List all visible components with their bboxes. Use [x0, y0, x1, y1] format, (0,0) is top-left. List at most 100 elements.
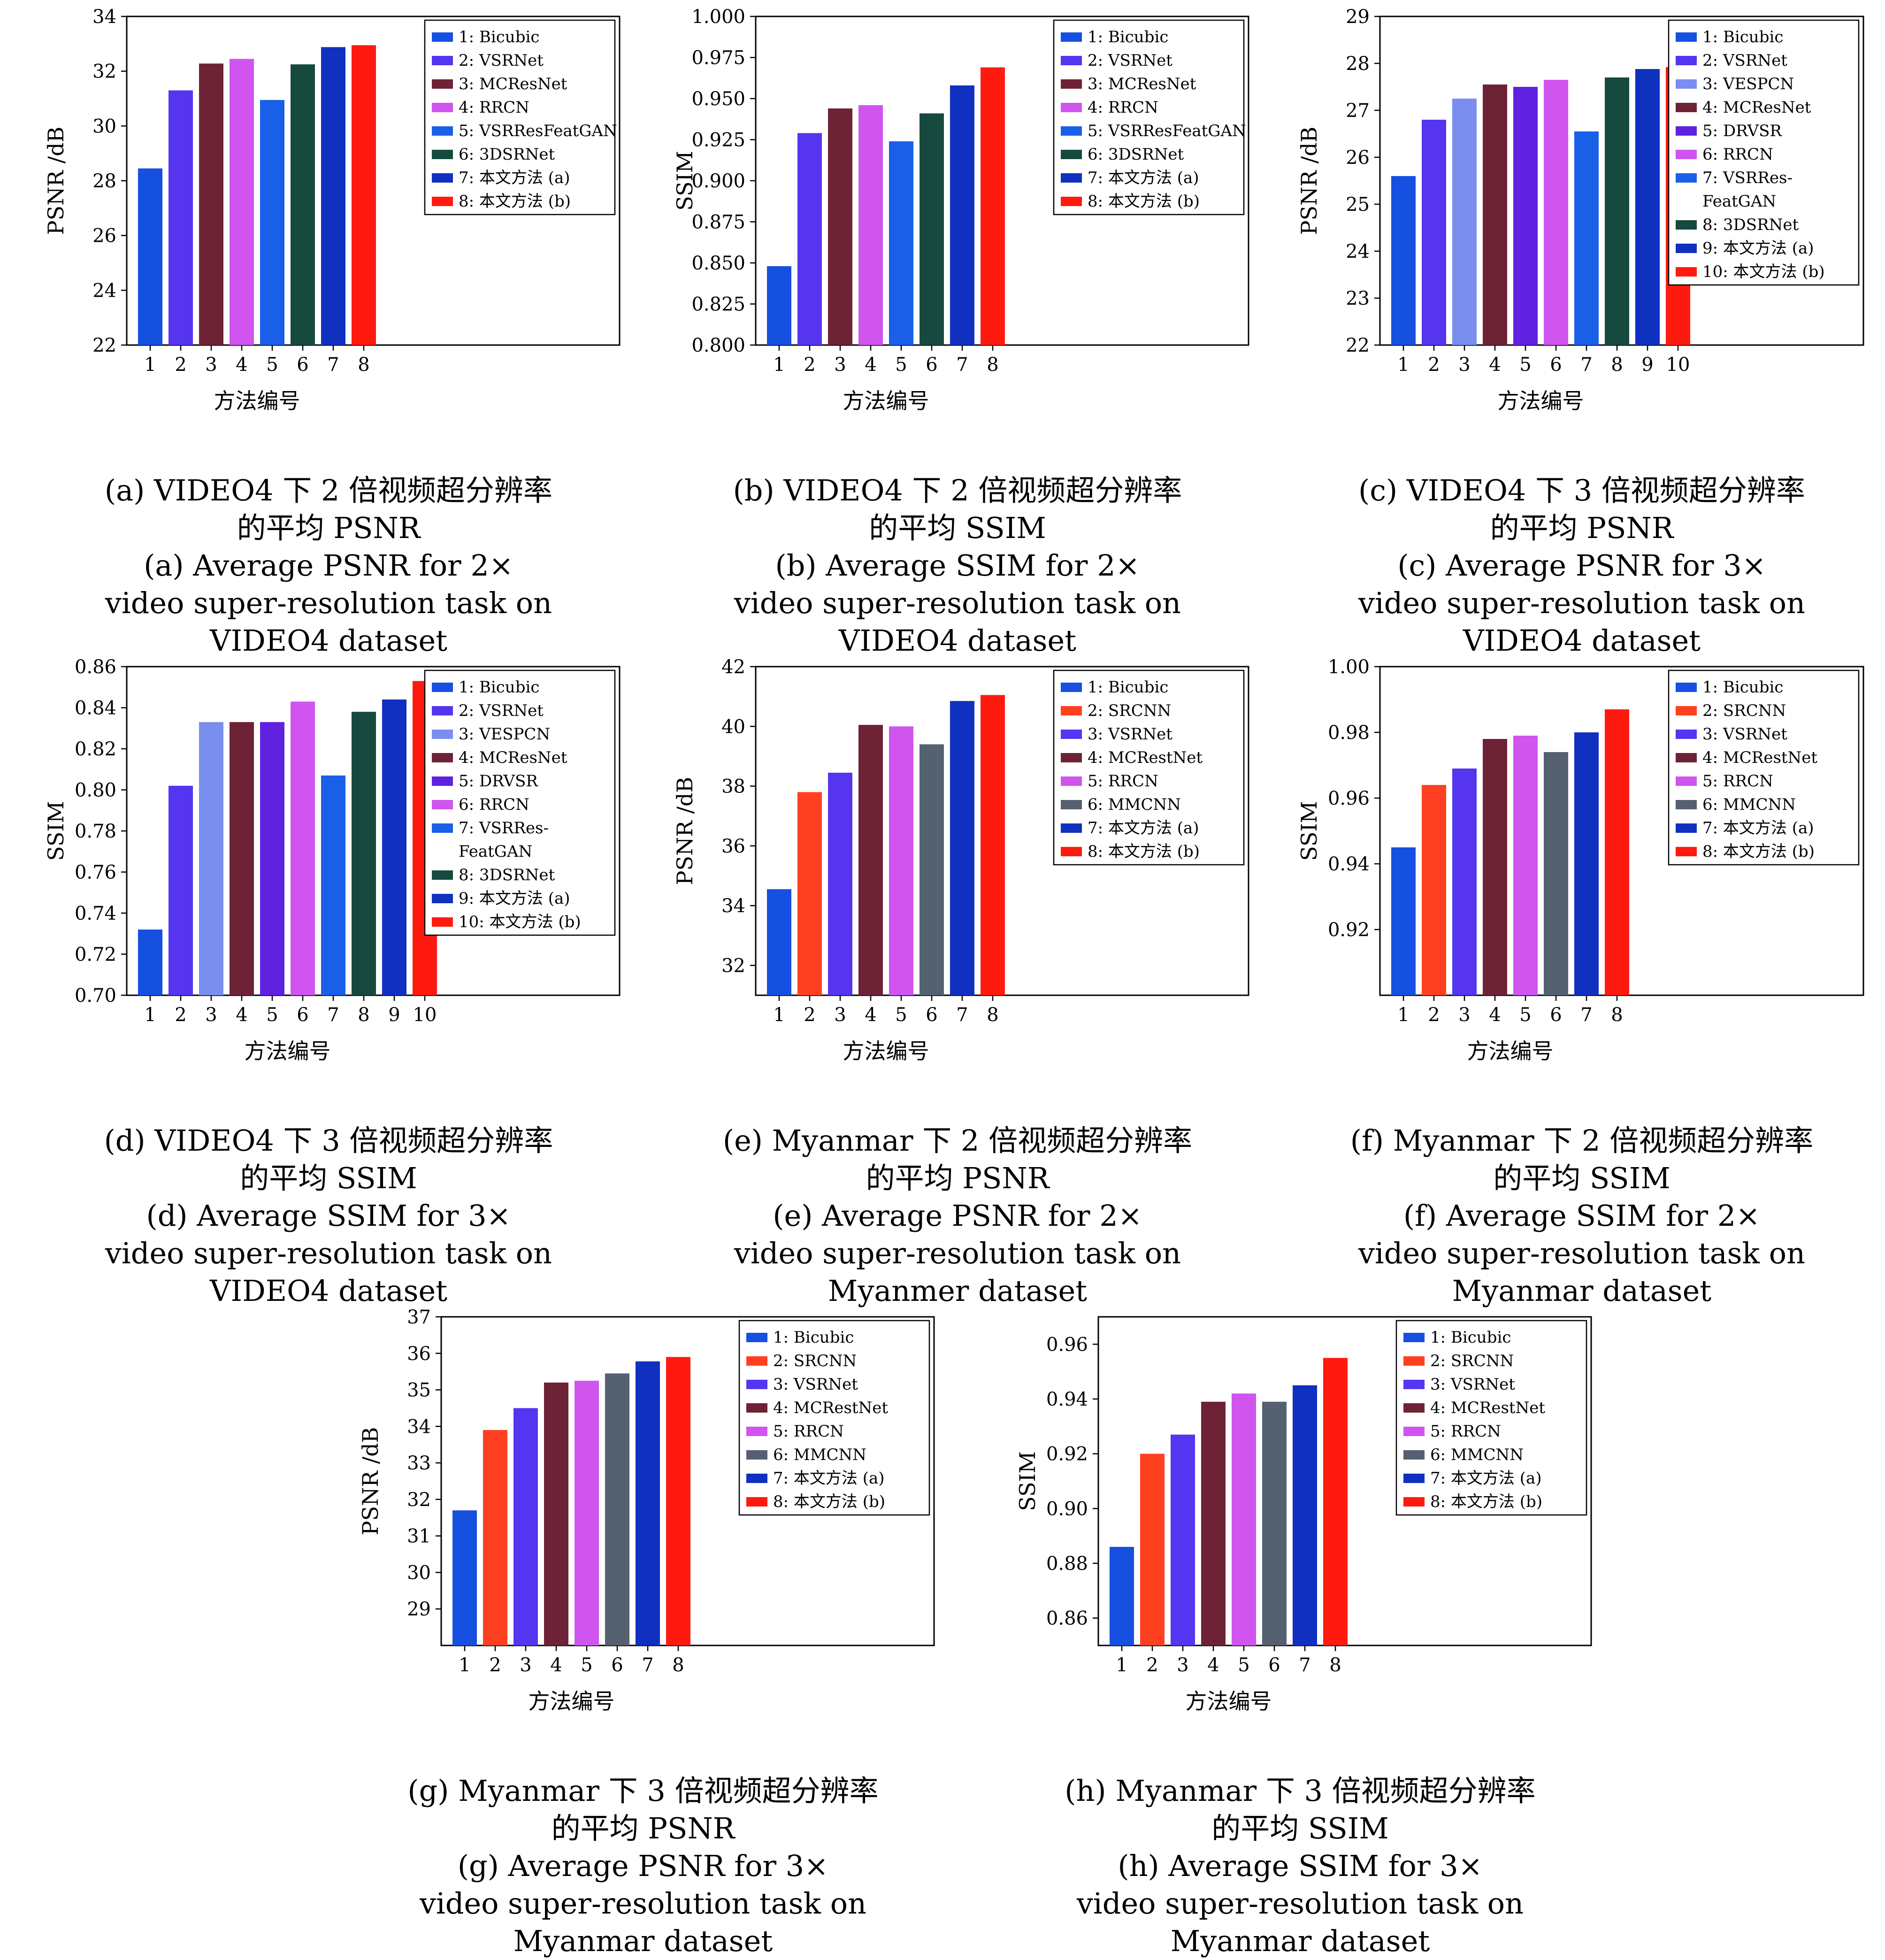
- x-axis-label: 方法编号: [1186, 1689, 1272, 1714]
- x-tick-label: 6: [926, 1004, 937, 1026]
- bar-1: [138, 168, 162, 345]
- bar-2: [1140, 1453, 1165, 1645]
- y-axis-label: PSNR /dB: [672, 777, 697, 885]
- legend-swatch: [1403, 1380, 1425, 1389]
- chart-panel-d: 0.70 0.72 0.74 0.76 0.78 0.80 0.82 0.84 0.86 1 2 3 4…: [19, 650, 638, 1308]
- x-tick-label: 2: [1146, 1654, 1158, 1676]
- x-tick-label: 6: [1550, 354, 1562, 376]
- x-tick-label: 4: [1489, 354, 1501, 376]
- bar-6: [920, 744, 944, 995]
- legend-label: 8: 本文方法 (b): [773, 1492, 885, 1511]
- x-tick-label: 5: [895, 1004, 907, 1026]
- legend-swatch: [1676, 800, 1697, 809]
- x-tick-label: 7: [956, 1004, 968, 1026]
- legend-swatch: [1676, 173, 1697, 183]
- legend-swatch: [1061, 79, 1082, 89]
- legend-swatch: [1061, 706, 1082, 715]
- bar-6: [605, 1373, 629, 1645]
- legend-box: [1395, 1320, 1587, 1516]
- x-tick-label: 5: [1238, 1654, 1249, 1676]
- bar-5: [1232, 1393, 1256, 1645]
- x-tick-label: 1: [1397, 354, 1409, 376]
- y-tick-label: 37: [407, 1307, 431, 1328]
- bar-chart-f: 0.92 0.94 0.96 0.98 1.00 1 2 3 4 5 6 7 8 方法编号 SSIM 1: B…: [1296, 656, 1864, 1064]
- legend-swatch: [432, 32, 453, 42]
- y-tick-label: 0.900: [691, 170, 745, 192]
- legend-label: 4: RRCN: [459, 98, 529, 117]
- legend-swatch: [1403, 1403, 1425, 1413]
- y-tick-label: 26: [92, 225, 116, 247]
- y-tick-label: 38: [721, 776, 745, 798]
- chart-panel-f: 0.92 0.94 0.96 0.98 1.00 1 2 3 4 5 6 7 8 方法编号 SSIM 1: B…: [1272, 650, 1885, 1308]
- legend-swatch: [1676, 56, 1697, 65]
- chart-panel-h: 0.86 0.88 0.90 0.92 0.94 0.96 1 2 3 4 5 6 7 8 方法编号 SSIM…: [990, 1300, 1610, 1958]
- legend-label: 3: VSRNet: [1430, 1375, 1515, 1394]
- legend-label: 2: VSRNet: [1088, 51, 1172, 70]
- legend-label: 7: 本文方法 (a): [1702, 819, 1814, 838]
- bar-8: [1605, 77, 1629, 345]
- x-tick-label: 1: [144, 354, 156, 376]
- legend-swatch: [1061, 173, 1082, 183]
- bar-1: [767, 266, 791, 345]
- legend-label: 4: MCRestNet: [1430, 1399, 1545, 1417]
- bar-8: [352, 45, 376, 345]
- x-tick-label: 7: [1580, 354, 1592, 376]
- legend-label: 1: Bicubic: [1430, 1328, 1511, 1347]
- x-tick-label: 8: [987, 1004, 998, 1026]
- caption-line: (e) Myanmar 下 2 倍视频超分辨率: [722, 1123, 1193, 1158]
- bar-2: [1422, 785, 1446, 995]
- legend-label: 6: 3DSRNet: [459, 145, 555, 164]
- x-axis-label: 方法编号: [214, 388, 300, 414]
- y-tick-label: 29: [407, 1599, 431, 1620]
- legend-label: 9: 本文方法 (a): [459, 889, 570, 908]
- legend-label: 8: 本文方法 (b): [459, 192, 571, 211]
- y-tick-label: 0.86: [1046, 1608, 1088, 1629]
- legend-box: [1668, 669, 1860, 866]
- caption-line: 的平均 PSNR: [1490, 511, 1674, 545]
- legend-swatch: [746, 1403, 767, 1413]
- x-axis-label: 方法编号: [843, 388, 929, 414]
- legend-swatch: [1676, 706, 1697, 715]
- y-tick-label: 0.78: [75, 821, 116, 842]
- y-tick-label: 0.875: [691, 212, 745, 233]
- legend-label: 8: 3DSRNet: [1702, 215, 1799, 234]
- caption-line: VIDEO4 dataset: [838, 623, 1077, 658]
- x-tick-label: 4: [865, 1004, 876, 1026]
- legend-swatch: [1403, 1333, 1425, 1342]
- caption-line: video super-resolution task on: [1358, 1236, 1806, 1270]
- legend-swatch: [746, 1450, 767, 1460]
- y-tick-label: 24: [92, 280, 116, 301]
- caption-line: 的平均 SSIM: [1211, 1811, 1389, 1845]
- bar-4: [230, 59, 254, 345]
- legend-box: [424, 19, 616, 215]
- caption-line: video super-resolution task on: [419, 1886, 867, 1921]
- bar-5: [260, 722, 284, 995]
- legend-swatch: [1403, 1474, 1425, 1483]
- y-tick-label: 32: [407, 1489, 431, 1511]
- bar-4: [858, 725, 883, 995]
- bar-6: [291, 701, 315, 995]
- bar-3: [828, 108, 852, 345]
- y-tick-label: 0.800: [691, 335, 745, 356]
- caption-line: Myanmar dataset: [1452, 1274, 1712, 1308]
- legend-swatch: [1676, 150, 1697, 159]
- y-tick-label: 0.96: [1046, 1334, 1088, 1355]
- x-tick-label: 8: [1611, 354, 1623, 376]
- bar-5: [260, 100, 284, 345]
- legend-label: 3: VESPCN: [459, 725, 550, 744]
- legend-swatch: [432, 56, 453, 65]
- legend-swatch: [1676, 753, 1697, 762]
- legend-label: 2: VSRNet: [459, 51, 544, 70]
- caption-line: (b) VIDEO4 下 2 倍视频超分辨率: [733, 473, 1182, 507]
- x-tick-label: 6: [1268, 1654, 1280, 1676]
- legend-label: 6: MMCNN: [773, 1445, 866, 1464]
- caption-line: video super-resolution task on: [734, 586, 1181, 620]
- x-tick-label: 8: [672, 1654, 684, 1676]
- legend-swatch: [1676, 32, 1697, 42]
- legend-label: 3: VESPCN: [1702, 75, 1794, 93]
- x-tick-label: 5: [266, 354, 278, 376]
- legend-swatch: [1403, 1427, 1425, 1436]
- caption-line: Myanmer dataset: [828, 1274, 1088, 1308]
